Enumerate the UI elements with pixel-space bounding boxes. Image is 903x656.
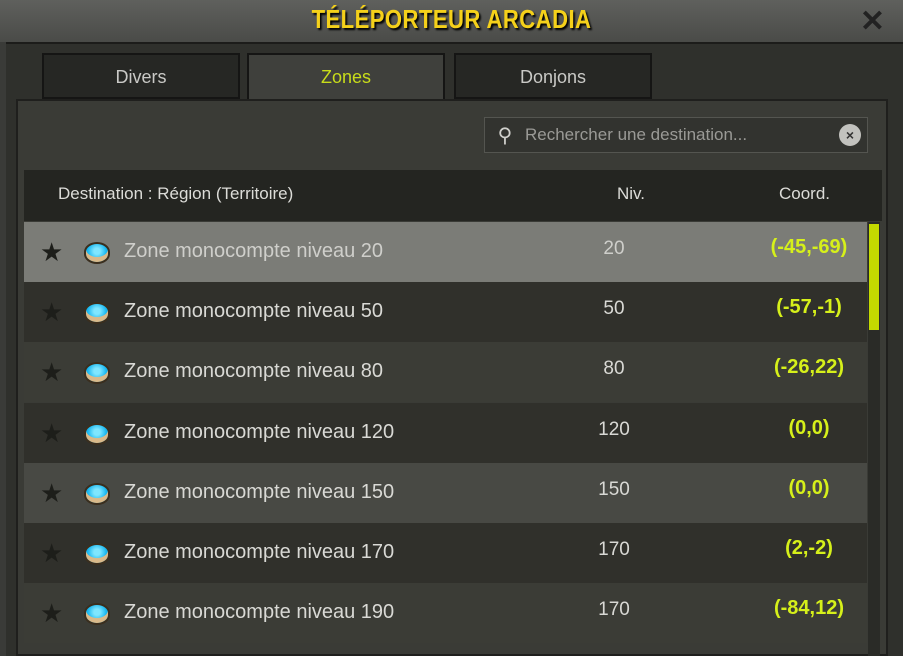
destination-name: Zone monocompte niveau 50 <box>124 300 384 323</box>
zaap-icon <box>84 422 110 445</box>
destination-name: Zone monocompte niveau 20 <box>124 240 384 262</box>
zaap-icon <box>84 242 110 264</box>
table-row[interactable]: ★ Zone monocompte niveau 20 20 (-45,-69) <box>24 222 867 282</box>
coord-value: (-84,12) <box>773 597 845 620</box>
coord-value: (0,0) <box>788 416 830 439</box>
level-value: 150 <box>598 478 630 500</box>
coord-value: (2,-2) <box>785 537 833 559</box>
coord-value: (-57,-1) <box>776 296 842 319</box>
level-value: 80 <box>603 358 625 380</box>
favorite-star-icon[interactable]: ★ <box>40 357 64 388</box>
zaap-icon <box>84 603 110 626</box>
destination-name: Zone monocompte niveau 170 <box>124 541 395 563</box>
scrollbar[interactable] <box>868 222 880 656</box>
level-value: 50 <box>603 298 625 320</box>
zaap-icon <box>84 362 110 385</box>
table-header: Destination : Région (Territoire) Niv. C… <box>24 170 882 221</box>
destination-name: Zone monocompte niveau 120 <box>124 420 395 443</box>
search-input[interactable] <box>525 125 839 145</box>
zaap-icon <box>84 482 110 505</box>
window-title: TÉLÉPORTEUR ARCADIA <box>311 4 592 34</box>
destination-name: Zone monocompte niveau 150 <box>124 480 395 503</box>
favorite-star-icon[interactable]: ★ <box>40 538 64 568</box>
table-row[interactable]: ★ Zone monocompte niveau 80 80 (-26,22) <box>24 342 867 403</box>
destination-name: Zone monocompte niveau 80 <box>124 360 384 383</box>
table-row[interactable]: ★ Zone monocompte niveau 170 170 (2,-2) <box>24 523 867 583</box>
table-row[interactable]: ★ Zone monocompte niveau 150 150 (0,0) <box>24 462 867 523</box>
column-level[interactable]: Niv. <box>617 184 646 203</box>
tab-zones[interactable]: Zones <box>247 53 445 103</box>
favorite-star-icon[interactable]: ★ <box>40 417 64 448</box>
table-row[interactable]: ★ Zone monocompte niveau 50 50 (-57,-1) <box>24 282 867 343</box>
favorite-star-icon[interactable]: ★ <box>40 598 64 629</box>
coord-value: (-45,-69) <box>770 236 848 258</box>
scrollbar-thumb[interactable] <box>869 224 879 330</box>
tab-donjons[interactable]: Donjons <box>454 53 652 99</box>
clear-search-icon[interactable]: × <box>839 124 861 146</box>
coord-value: (-26,22) <box>773 356 845 379</box>
level-value: 20 <box>603 238 625 259</box>
destination-name: Zone monocompte niveau 190 <box>124 601 395 624</box>
favorite-star-icon[interactable]: ★ <box>40 297 64 328</box>
search-icon: ⚲ <box>497 124 513 147</box>
close-icon[interactable]: ✕ <box>859 5 885 38</box>
table-row[interactable]: ★ Zone monocompte niveau 120 120 (0,0) <box>24 402 867 463</box>
zaap-icon <box>84 302 110 325</box>
column-destination[interactable]: Destination : Région (Territoire) <box>58 184 294 203</box>
favorite-star-icon[interactable]: ★ <box>40 477 64 508</box>
level-value: 170 <box>598 539 630 560</box>
zaap-icon <box>84 543 110 565</box>
level-value: 120 <box>598 418 630 440</box>
tab-divers[interactable]: Divers <box>42 53 240 99</box>
search-box: ⚲ × <box>484 117 868 153</box>
level-value: 170 <box>598 599 630 621</box>
table-row[interactable]: ★ Zone monocompte niveau 190 170 (-84,12… <box>24 583 867 644</box>
favorite-star-icon[interactable]: ★ <box>40 237 64 267</box>
coord-value: (0,0) <box>788 476 830 499</box>
column-coord[interactable]: Coord. <box>779 184 831 203</box>
title-bar: TÉLÉPORTEUR ARCADIA ✕ <box>0 0 903 42</box>
